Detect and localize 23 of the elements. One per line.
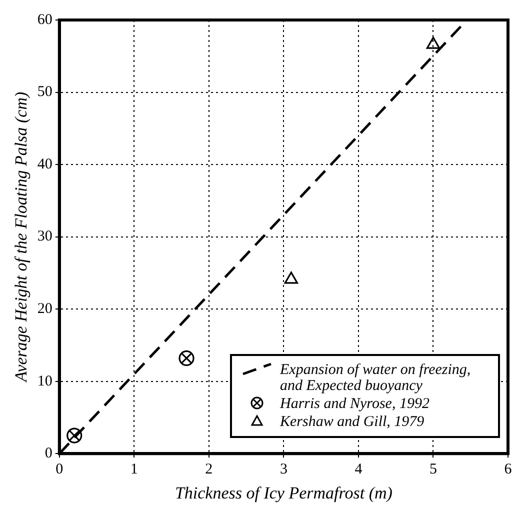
y-tick-label: 40 [37, 156, 52, 172]
y-tick-label: 30 [37, 228, 52, 245]
legend-label: Harris and Nyrose, 1992 [280, 396, 430, 412]
x-tick-label: 3 [280, 462, 288, 478]
y-tick-label: 0 [44, 446, 52, 462]
x-tick-label: 2 [205, 462, 213, 478]
point [178, 350, 194, 366]
x-tick-label: 5 [429, 462, 437, 478]
y-axis-title: Average Height of the Floating Palsa (cm) [12, 92, 31, 383]
point [426, 36, 440, 49]
x-tick-label: 0 [56, 462, 64, 478]
x-tick-label: 4 [354, 462, 363, 478]
legend-label: Expansion of water on freezing, and Expected buoyancy [280, 362, 472, 394]
x-tick-label: 6 [504, 462, 512, 478]
y-tick-label: 10 [37, 373, 52, 390]
y-tick-label: 20 [37, 301, 52, 318]
x-tick-label: 1 [130, 462, 138, 478]
y-tick-label: 50 [37, 84, 52, 100]
point [66, 428, 82, 444]
y-tick-label: 60 [37, 12, 52, 28]
x-axis-title: Thickness of Icy Permafrost (m) [174, 483, 393, 502]
point [284, 272, 298, 284]
legend-label: Kershaw and Gill, 1979 [280, 414, 424, 430]
